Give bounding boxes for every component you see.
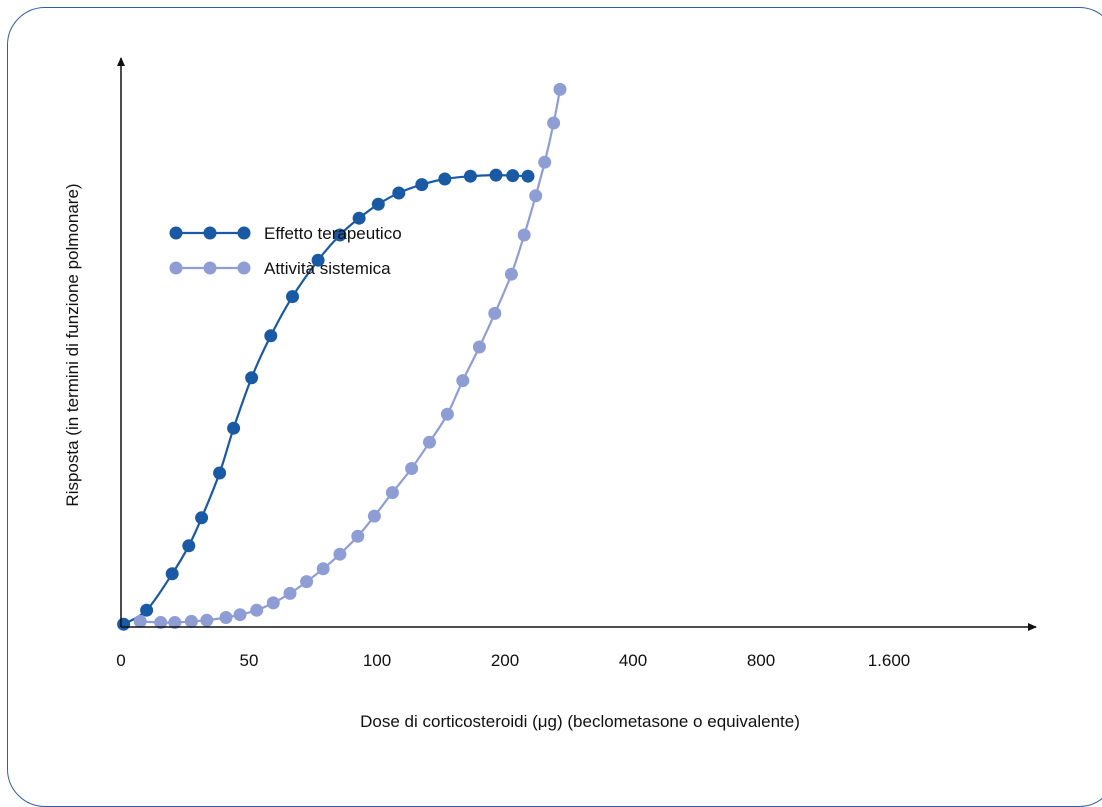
data-point <box>311 253 325 267</box>
data-point <box>333 547 347 561</box>
legend-label: Effetto terapeutico <box>264 224 402 243</box>
data-point <box>423 435 436 449</box>
legend-swatch-marker <box>203 261 217 275</box>
data-point <box>213 466 227 480</box>
data-point <box>266 596 280 610</box>
data-point <box>438 172 452 186</box>
data-point <box>504 267 518 281</box>
data-point <box>506 169 520 183</box>
data-point <box>245 371 259 385</box>
data-point <box>219 611 233 624</box>
y-axis-title: Risposta (in termini di funzione polmona… <box>63 183 82 506</box>
data-point <box>283 586 297 600</box>
data-point <box>264 329 278 343</box>
data-point <box>367 509 381 523</box>
x-tick-label: 800 <box>747 651 775 670</box>
x-tick-label: 1.600 <box>868 651 911 670</box>
x-tick-label: 400 <box>619 651 647 670</box>
data-point <box>154 616 168 629</box>
legend-swatch-marker <box>169 261 183 275</box>
data-point <box>286 290 299 304</box>
data-point <box>333 228 347 242</box>
data-point <box>316 562 330 576</box>
x-ticks: 0 50 100 200 400 800 1.600 <box>116 651 910 670</box>
x-axis-title: Dose di corticosteroidi (μg) (beclometas… <box>360 712 800 731</box>
data-point <box>472 340 486 354</box>
legend: Effetto terapeutico Attività sistemica <box>169 224 402 278</box>
legend-swatch-marker <box>203 226 217 240</box>
line-chart: 0 50 100 200 400 800 1.600 Dose di corticoster… <box>63 57 1037 731</box>
data-point <box>521 169 535 183</box>
series-line-attivita-sistemica <box>140 89 562 624</box>
x-tick-label: 0 <box>116 651 125 670</box>
data-point <box>392 186 406 200</box>
data-point <box>415 178 429 192</box>
data-point <box>538 155 552 169</box>
legend-swatch-marker <box>237 226 251 240</box>
data-point <box>184 614 198 628</box>
data-point <box>182 539 196 553</box>
data-point <box>351 529 365 543</box>
data-point <box>405 462 419 475</box>
data-point <box>133 614 147 628</box>
data-point <box>352 211 366 225</box>
x-tick-label: 200 <box>491 651 519 670</box>
data-point <box>300 575 314 589</box>
data-point <box>371 197 385 211</box>
data-point <box>250 603 264 617</box>
data-point <box>385 486 399 500</box>
data-point <box>529 189 543 203</box>
data-point <box>456 374 470 388</box>
data-point <box>168 616 182 629</box>
data-point <box>488 306 502 320</box>
x-tick-label: 50 <box>240 651 259 670</box>
data-point <box>547 116 561 130</box>
x-tick-label: 100 <box>363 651 391 670</box>
data-point <box>517 228 531 242</box>
data-point <box>165 567 179 581</box>
data-point <box>200 613 214 627</box>
data-point <box>553 82 567 96</box>
data-point <box>489 168 503 182</box>
data-point <box>227 421 241 435</box>
data-point <box>195 511 209 525</box>
data-point <box>440 407 454 421</box>
curves-layer <box>117 82 567 631</box>
legend-swatch-marker <box>169 226 183 240</box>
data-point <box>233 608 247 622</box>
data-point <box>463 169 477 183</box>
data-point <box>117 617 131 631</box>
legend-label: Attività sistemica <box>264 259 391 278</box>
data-point <box>140 603 154 617</box>
legend-swatch-marker <box>237 261 251 275</box>
